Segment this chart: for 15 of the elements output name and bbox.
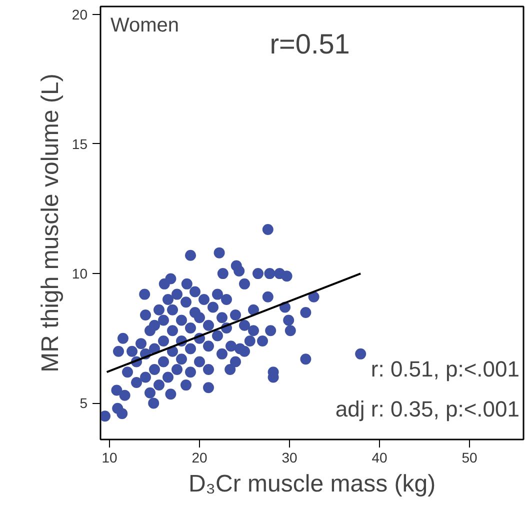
x-tick-label: 40 [372,450,388,466]
x-tick-label: 10 [102,450,118,466]
annotation: Women [110,14,180,36]
annotation: r=0.51 [270,28,350,60]
x-tick-label: 20 [192,450,208,466]
x-axis-title: D₃Cr muscle mass (kg) [188,470,436,498]
annotation: r: 0.51, p:<.001 [370,356,520,382]
y-tick-label: 20 [72,6,88,22]
y-tick-label: 5 [80,395,88,412]
y-axis-title: MR thigh muscle volume (L) [36,74,64,372]
y-tick-label: 15 [72,136,88,152]
y-tick-label: 10 [72,266,88,282]
x-tick-label: 50 [462,450,478,466]
annotation: adj r: 0.35, p:<.001 [335,396,520,422]
x-tick-label: 30 [282,450,298,466]
